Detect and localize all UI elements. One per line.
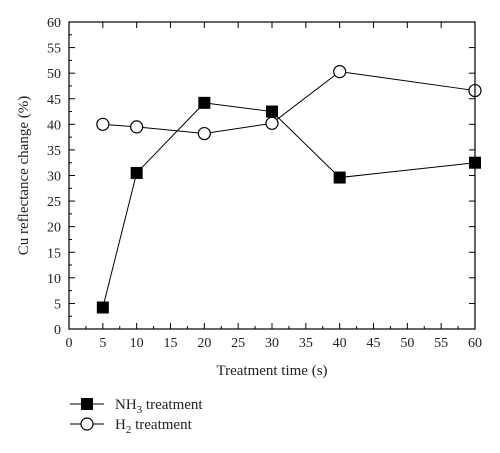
x-tick-label: 35 (299, 336, 313, 351)
data-point (96, 301, 109, 314)
data-point (333, 65, 347, 79)
x-tick-label: 50 (400, 336, 414, 351)
data-point (197, 126, 211, 141)
data-point (130, 120, 144, 134)
y-tick-label: 25 (47, 195, 61, 210)
y-tick-label: 5 (54, 297, 61, 312)
y-tick-label: 30 (47, 170, 61, 185)
legend-label-subscript: 3 (137, 404, 143, 416)
series-line (102, 102, 476, 308)
legend-marker (81, 398, 93, 410)
data-point (266, 105, 278, 118)
x-tick-label: 15 (164, 336, 178, 351)
legend-label: NH3 treatment (115, 397, 203, 416)
y-tick-label: 60 (47, 16, 61, 31)
x-tick-label: 20 (197, 336, 211, 351)
x-tick-label: 45 (367, 336, 381, 351)
plot-area (96, 65, 482, 314)
y-tick-label: 10 (47, 272, 61, 287)
series-h2 (96, 65, 482, 141)
x-tick-label: 0 (66, 336, 73, 351)
legend-marker (80, 417, 94, 431)
y-tick-label: 20 (47, 221, 61, 236)
x-tick-label: 10 (130, 336, 144, 351)
data-point (265, 116, 279, 130)
y-tick-label: 15 (47, 246, 61, 261)
y-tick-label: 0 (54, 323, 61, 338)
x-tick-label: 40 (333, 336, 347, 351)
series-nh3 (96, 96, 481, 314)
data-point (333, 171, 346, 184)
y-tick-label: 40 (47, 118, 61, 133)
x-axis-title: Treatment time (s) (216, 363, 327, 379)
legend-label-subscript: 2 (126, 424, 132, 436)
legend-label-rest: treatment (131, 417, 192, 433)
x-tick-label: 60 (468, 336, 482, 351)
data-point (198, 96, 211, 109)
legend-label-rest: treatment (142, 397, 203, 413)
x-tick-label: 25 (231, 336, 245, 351)
x-tick-label: 30 (265, 336, 279, 351)
legend-label-main: H (115, 417, 126, 433)
y-axis-title: Cu reflectance change (%) (16, 96, 32, 256)
plot-frame (68, 21, 476, 330)
series-line (102, 71, 476, 135)
y-tick-label: 50 (47, 67, 61, 82)
legend-label-main: NH (115, 397, 137, 413)
x-tick-label: 5 (99, 336, 106, 351)
axes: 0 5 10 15 20 25 30 35 40 45 50 55 60 0 5 10 15 20 25 30 35 40… (47, 16, 482, 351)
y-tick-label: 55 (47, 42, 61, 57)
y-tick-label: 45 (47, 93, 61, 108)
legend-label: H2 treatment (115, 417, 193, 436)
x-tick-label: 55 (434, 336, 448, 351)
data-point (96, 117, 110, 131)
data-point (130, 166, 143, 179)
y-tick-label: 35 (47, 144, 61, 159)
